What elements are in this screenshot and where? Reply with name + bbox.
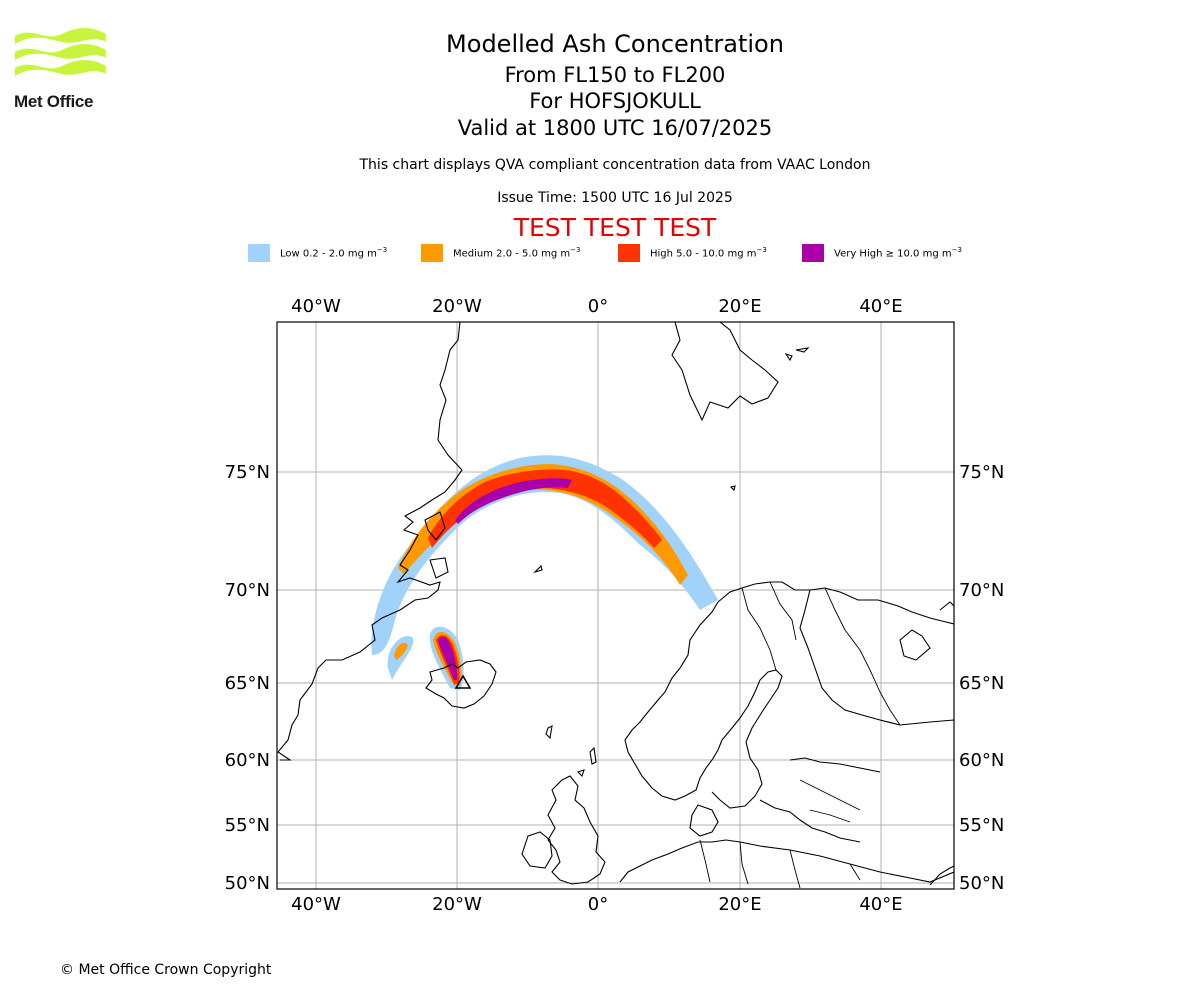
ash-plume [371, 455, 718, 690]
issue-time: Issue Time: 1500 UTC 16 Jul 2025 [497, 190, 733, 206]
border-sweden-finland [769, 581, 797, 641]
valid-time: Valid at 1800 UTC 16/07/2025 [457, 116, 773, 140]
test-banner: TEST TEST TEST [513, 213, 717, 242]
concentration-legend: Low 0.2 - 2.0 mg m−3 Medium 2.0 - 5.0 mg… [0, 244, 1200, 264]
lat-label-right-2: 65°N [959, 673, 1004, 694]
coast-denmark [689, 804, 719, 837]
lon-labels-top: 40°W 20°W 0° 20°E 40°E [291, 296, 902, 317]
coast-black-sea [929, 865, 954, 886]
lat-label-left-1: 70°N [225, 580, 270, 601]
logo-text: Met Office [14, 92, 94, 111]
ash-contour-medium-blob-west [394, 643, 408, 660]
coast-svalbard-islands [784, 347, 810, 362]
lat-labels-left: 75°N 70°N 65°N 60°N 55°N 50°N [225, 462, 270, 894]
volcano-name: For HOFSJOKULL [529, 89, 701, 113]
coast-shetland [576, 746, 597, 778]
coast-bear-island [729, 485, 736, 492]
level-range: From FL150 to FL200 [504, 63, 726, 87]
legend-swatch-medium [421, 244, 443, 262]
coast-finland [799, 589, 954, 726]
lat-label-right-1: 70°N [959, 580, 1004, 601]
lat-label-left-4: 55°N [225, 815, 270, 836]
lat-label-left-5: 50°N [225, 873, 270, 894]
coast-greenland-fjords [424, 511, 449, 579]
ash-contour-very-high-iceland [438, 636, 458, 680]
lat-label-right-3: 60°N [959, 750, 1004, 771]
map-frame [276, 321, 955, 890]
lat-label-right-0: 75°N [959, 462, 1004, 483]
lat-label-left-0: 75°N [225, 462, 270, 483]
coast-continent [619, 839, 954, 883]
border-norway-sweden [741, 587, 777, 671]
ash-contour-high-arc [428, 469, 662, 548]
legend-swatch-low [248, 244, 270, 262]
coast-finland-gulf [789, 757, 881, 773]
lon-label-bottom-1: 20°W [432, 894, 482, 915]
coast-baltic [759, 799, 861, 843]
chart-title: Modelled Ash Concentration [446, 30, 784, 58]
coast-norway [624, 581, 954, 801]
legend-label-low: Low 0.2 - 2.0 mg m [280, 248, 377, 260]
ash-contour-low-blob-west [387, 636, 414, 680]
legend-label-medium-sup: −3 [570, 246, 581, 254]
legend-swatch-high [618, 244, 640, 262]
coast-ireland [521, 831, 553, 869]
coast-iceland [425, 659, 497, 709]
legend-label-high-sup: −3 [756, 246, 767, 254]
lat-labels-right: 75°N 70°N 65°N 60°N 55°N 50°N [959, 462, 1004, 894]
lon-labels-bottom: 40°W 20°W 0° 20°E 40°E [291, 894, 902, 915]
lon-label-top-1: 20°W [432, 296, 482, 317]
border-central-europe [699, 839, 861, 889]
coast-svalbard [671, 322, 779, 422]
lon-label-bottom-3: 20°E [718, 894, 761, 915]
coast-greenland [277, 322, 463, 761]
map-gridlines [277, 322, 954, 889]
lat-label-left-2: 65°N [225, 673, 270, 694]
coastlines [277, 322, 954, 889]
lon-label-bottom-2: 0° [588, 894, 608, 915]
legend-label-high: High 5.0 - 10.0 mg m [650, 248, 757, 260]
met-office-logo: Met Office [14, 28, 114, 114]
border-finland-russia [824, 587, 901, 726]
legend-label-medium: Medium 2.0 - 5.0 mg m [453, 248, 571, 260]
coast-white-sea [899, 601, 954, 661]
lon-label-bottom-4: 40°E [859, 894, 902, 915]
lat-label-right-4: 55°N [959, 815, 1004, 836]
lat-label-left-3: 60°N [225, 750, 270, 771]
lon-label-top-2: 0° [588, 296, 608, 317]
chart-description: This chart displays QVA compliant concen… [359, 157, 871, 173]
met-office-wave-icon [15, 28, 106, 76]
legend-label-very-high-sup: −3 [951, 246, 962, 254]
lat-label-right-5: 50°N [959, 873, 1004, 894]
coast-sweden [711, 669, 783, 809]
lon-label-top-3: 20°E [718, 296, 761, 317]
coast-faroe [545, 725, 553, 740]
ash-contour-very-high-arc [455, 478, 572, 524]
legend-label-low-sup: −3 [376, 246, 388, 254]
lon-label-top-4: 40°E [859, 296, 902, 317]
coast-jan-mayen [533, 564, 543, 574]
copyright-notice: © Met Office Crown Copyright [60, 962, 272, 978]
lon-label-bottom-0: 40°W [291, 894, 341, 915]
legend-label-very-high: Very High ≥ 10.0 mg m [834, 248, 952, 260]
legend-swatch-very-high [802, 244, 824, 262]
coast-uk [547, 775, 606, 885]
volcano-marker [454, 674, 472, 689]
lon-label-top-0: 40°W [291, 296, 341, 317]
border-baltics [799, 779, 861, 823]
volcano-triangle-icon [454, 674, 472, 689]
